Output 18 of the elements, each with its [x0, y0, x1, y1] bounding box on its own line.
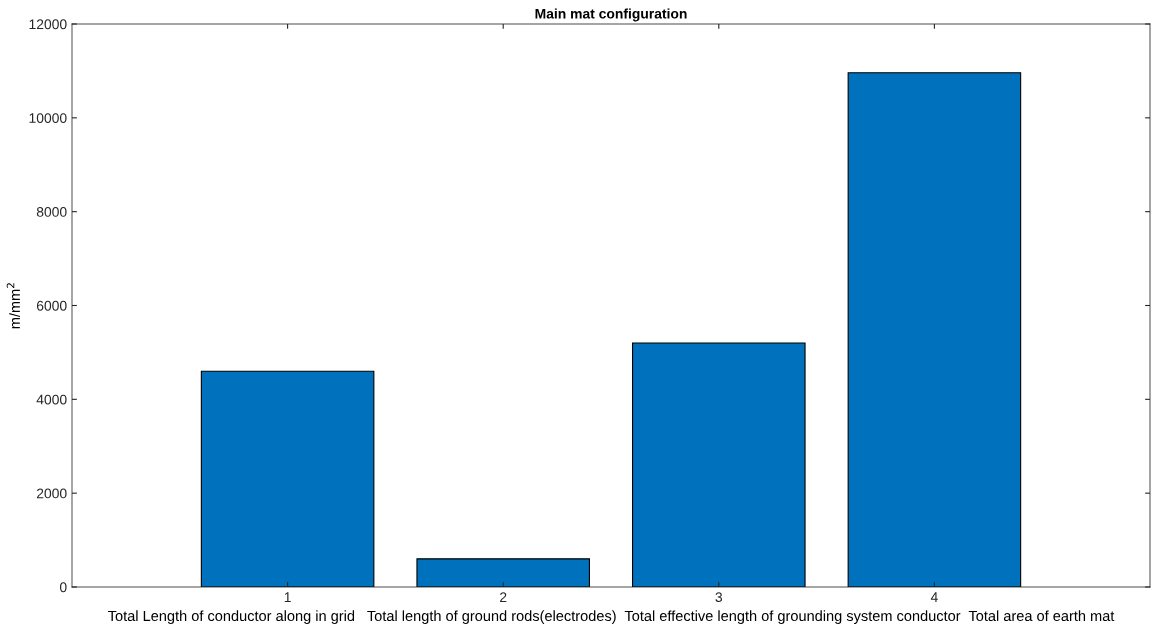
x-tick-label: 4: [930, 592, 938, 602]
bar: [416, 558, 590, 587]
x-tick-label: 2: [500, 592, 507, 602]
bar: [847, 72, 1022, 587]
y-tick-label: 2000: [36, 488, 67, 499]
y-axis-title: m/mm$^{2}$: [6, 283, 20, 329]
y-tick-label: 10000: [29, 113, 67, 123]
bar: [200, 370, 375, 587]
y-tick-label: 12000: [29, 19, 67, 30]
y-tick-label: 8000: [36, 207, 67, 217]
bar: [632, 342, 806, 587]
x-tick-label: 3: [715, 592, 723, 603]
chart-title: Main mat configuration: [535, 8, 687, 22]
y-tick-label: 6000: [36, 300, 67, 311]
x-axis-title: Total Length of conductor along in grid Total length of ground rods(electrodes) Total effective length of grounding system conductor Total area of earth mat: [108, 610, 1115, 624]
y-tick-label: 4000: [36, 394, 67, 405]
y-tick-label: 0: [59, 582, 67, 593]
x-tick-label: 1: [284, 592, 291, 602]
